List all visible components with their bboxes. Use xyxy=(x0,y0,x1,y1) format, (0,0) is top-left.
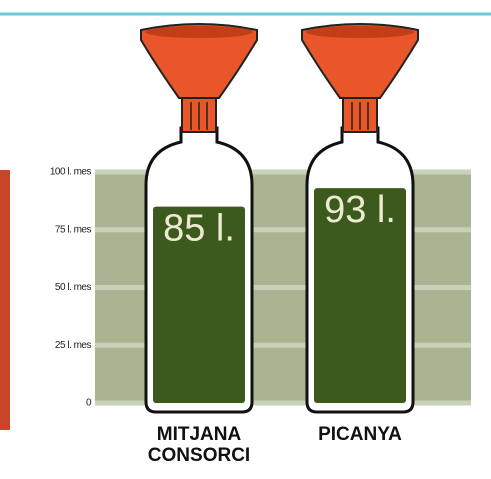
y-tick-label: 50 l. mes xyxy=(55,282,92,293)
edge-decoration xyxy=(0,170,10,430)
y-tick-label: 100 l. mes xyxy=(50,167,92,178)
chart: 0 25 l. mes 50 l. mes 75 l. mes 100 l. mes 85… xyxy=(0,0,491,479)
x-tick-label: MITJANA CONSORCI xyxy=(139,424,259,466)
x-tick-label: PICANYA xyxy=(300,424,420,445)
funnel-rim xyxy=(145,26,253,38)
value-label: 93 l. xyxy=(324,189,396,231)
funnel-rim xyxy=(306,26,414,38)
y-tick-label: 75 l. mes xyxy=(55,224,92,235)
value-label: 85 l. xyxy=(163,208,235,250)
y-tick-label: 0 xyxy=(86,398,92,409)
y-tick-label: 25 l. mes xyxy=(55,340,92,351)
page: 0 25 l. mes 50 l. mes 75 l. mes 100 l. mes 85… xyxy=(0,0,491,479)
